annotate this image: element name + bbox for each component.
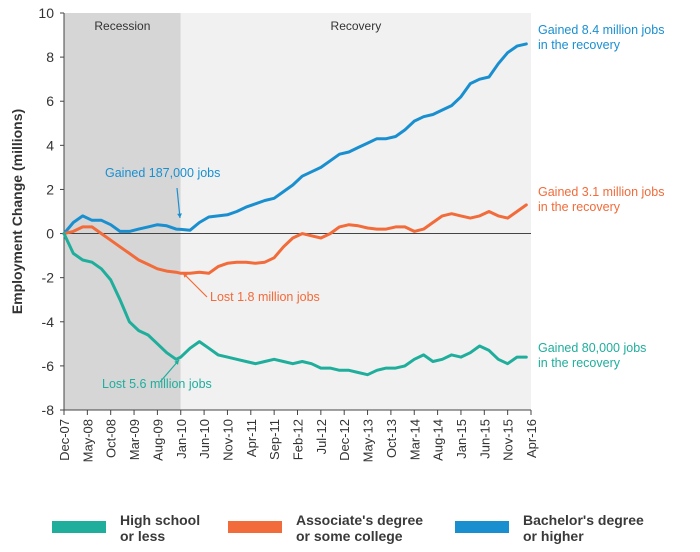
legend-item-bachelors: Bachelor's degree or higher (455, 512, 683, 544)
x-tick-label: Aug-14 (431, 419, 446, 461)
x-tick-label: Apr-16 (524, 419, 539, 458)
annotation-arrow-2-head (174, 360, 179, 365)
y-tick-label: -2 (42, 270, 55, 286)
x-tick-label: Oct-13 (384, 419, 399, 458)
annotation-arrow-0 (176, 187, 181, 219)
legend: High school or less Associate's degree o… (0, 512, 700, 547)
x-tick-label: Dec-12 (337, 419, 352, 461)
x-tick-label: Apr-11 (244, 419, 259, 457)
legend-item-associates: Associate's degree or some college (228, 512, 456, 544)
annotation-arrow-2 (159, 359, 180, 383)
period-label-recession: Recession (94, 19, 150, 33)
x-tick-label: Dec-07 (57, 419, 72, 461)
y-tick-label: 0 (46, 226, 54, 242)
annotation-2: Lost 5.6 million jobs (102, 377, 212, 391)
x-tick-label: Aug-09 (150, 419, 165, 461)
legend-swatch-bachelors (455, 521, 509, 533)
x-tick-label: May-08 (80, 419, 95, 462)
x-tick-label: Nov-10 (220, 419, 235, 461)
x-tick-label: Jul-12 (314, 419, 329, 454)
y-tick-label: 8 (46, 49, 54, 65)
annotation-3: Gained 8.4 million jobs in the recovery (538, 23, 664, 52)
x-tick-label: Jan-10 (174, 419, 189, 459)
annotation-arrow-1 (182, 272, 208, 298)
x-tick-label: Jun-10 (197, 419, 212, 459)
legend-label-high-school: High school or less (120, 512, 201, 544)
legend-label-bachelors: Bachelor's degree or higher (523, 512, 644, 544)
x-tick-label: Mar-14 (407, 419, 422, 460)
y-tick-label: 10 (38, 5, 54, 21)
x-tick-label: May-13 (361, 419, 376, 462)
x-tick-label: Oct-08 (104, 419, 119, 458)
annotation-1: Lost 1.8 million jobs (210, 290, 320, 304)
y-tick-label: 4 (46, 137, 54, 153)
annotation-5: Gained 80,000 jobs in the recovery (538, 341, 646, 370)
annotation-arrow-0-head (177, 213, 182, 218)
period-label-recovery: Recovery (331, 19, 382, 33)
legend-swatch-associates (228, 521, 282, 533)
x-tick-label: Jan-15 (454, 419, 469, 459)
annotation-0: Gained 187,000 jobs (105, 166, 220, 180)
x-tick-label: Jun-15 (477, 419, 492, 459)
x-tick-label: Mar-09 (127, 419, 142, 460)
y-axis-title: Employment Change (millions) (9, 109, 25, 314)
y-tick-label: 6 (46, 93, 54, 109)
y-tick-label: -4 (42, 314, 55, 330)
series-line-1 (62, 203, 528, 275)
annotation-arrow-1-head (183, 273, 188, 278)
y-tick-label: -8 (42, 402, 55, 418)
x-tick-label: Nov-15 (501, 419, 516, 461)
series-line-2 (62, 232, 528, 377)
x-tick-label: Feb-12 (291, 419, 306, 460)
legend-item-high-school: High school or less (52, 512, 280, 544)
legend-swatch-high-school (52, 521, 106, 533)
y-tick-label: 2 (46, 181, 54, 197)
annotation-4: Gained 3.1 million jobs in the recovery (538, 185, 664, 214)
series-line-0 (62, 42, 528, 236)
period-band-recession (64, 13, 181, 410)
y-tick-label: -6 (42, 358, 55, 374)
x-tick-label: Sep-11 (267, 419, 282, 460)
legend-label-associates: Associate's degree or some college (296, 512, 424, 544)
